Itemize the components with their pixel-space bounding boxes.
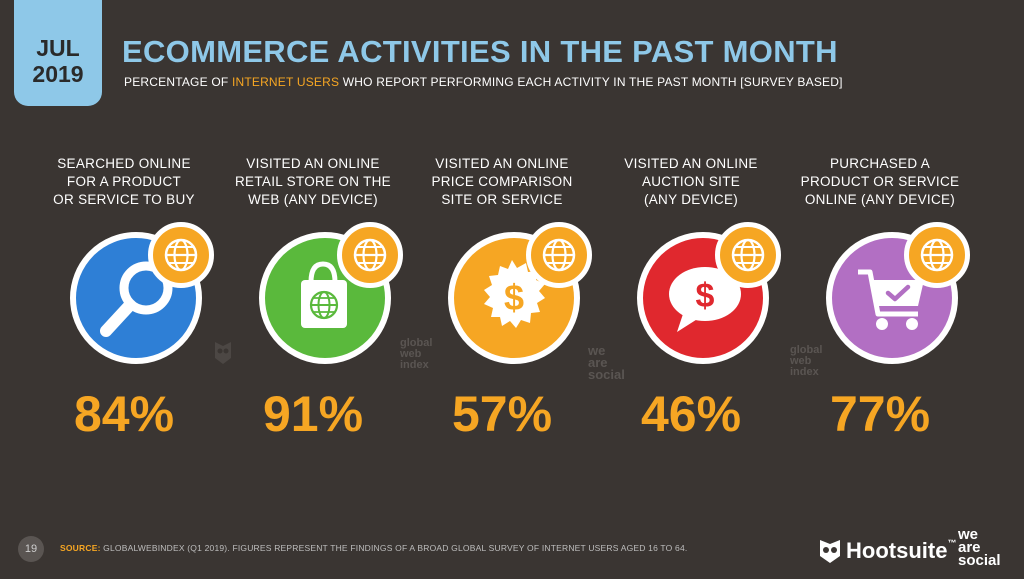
- stat-label-line: RETAIL STORE ON THE: [235, 174, 391, 189]
- subtitle-before: PERCENTAGE OF: [124, 75, 232, 89]
- watermark-line: social: [588, 367, 625, 382]
- page-number: 19: [18, 536, 44, 562]
- magnifier-icon: [100, 261, 173, 337]
- stat-label-line: FOR A PRODUCT: [66, 174, 182, 189]
- source-label: SOURCE:: [60, 543, 101, 553]
- stat-label: VISITED AN ONLINE PRICE COMPARISON SITE …: [412, 155, 592, 209]
- dollar-speech-bubble-icon: $: [669, 267, 741, 332]
- hootsuite-owl-icon: [820, 540, 840, 563]
- stat-label-line: VISITED AN ONLINE: [435, 156, 569, 171]
- globe-icon: [337, 222, 403, 288]
- source-text: GLOBALWEBINDEX (Q1 2019). FIGURES REPRES…: [100, 543, 688, 553]
- stat-circle: [70, 232, 202, 364]
- stat-label: SEARCHED ONLINE FOR A PRODUCT OR SERVICE…: [34, 155, 214, 209]
- we-are-social-logo: we are social: [958, 526, 1001, 569]
- globe-icon: [715, 222, 781, 288]
- svg-text:$: $: [696, 277, 715, 315]
- hootsuite-wordmark: Hootsuite: [846, 538, 948, 563]
- stat-label-line: VISITED AN ONLINE: [246, 156, 380, 171]
- shopping-cart-icon: [858, 269, 924, 330]
- stat-label: VISITED AN ONLINE RETAIL STORE ON THE WE…: [223, 155, 403, 209]
- watermark-line: web: [400, 348, 422, 360]
- shopping-bag-icon: [301, 261, 347, 328]
- stat-label-line: SEARCHED ONLINE: [57, 156, 191, 171]
- stat-label-line: ONLINE (ANY DEVICE): [804, 192, 956, 207]
- watermark-line: we: [588, 343, 606, 358]
- hootsuite-logo: Hootsuite™: [846, 538, 956, 564]
- stat-label-line: AUCTION SITE: [641, 174, 741, 189]
- stat-circle: $: [448, 232, 580, 364]
- watermark-line: are: [588, 355, 608, 370]
- stat-label-line: PURCHASED A: [829, 156, 931, 171]
- svg-text:$: $: [504, 277, 524, 318]
- gwi-watermark: global web index: [790, 345, 822, 378]
- logo-line: are: [958, 539, 981, 556]
- stat-value: 84%: [73, 386, 175, 442]
- watermark-line: index: [790, 366, 819, 378]
- hootsuite-owl-watermark-icon: [215, 342, 231, 364]
- stat-label-line: OR SERVICE TO BUY: [53, 192, 195, 207]
- stat-value: 77%: [829, 386, 931, 442]
- stat-label-line: (ANY DEVICE): [643, 192, 739, 207]
- badge-month: JUL: [36, 35, 80, 61]
- subtitle-after: WHO REPORT PERFORMING EACH ACTIVITY IN T…: [339, 75, 843, 89]
- stat-value: 91%: [262, 386, 364, 442]
- gwi-watermark: global web index: [400, 338, 432, 371]
- watermark-line: index: [400, 359, 429, 371]
- stat-label-line: SITE OR SERVICE: [441, 192, 563, 207]
- subtitle-highlight: INTERNET USERS: [231, 75, 340, 89]
- stat-label: VISITED AN ONLINE AUCTION SITE (ANY DEVI…: [601, 155, 781, 209]
- watermark-line: global: [790, 344, 823, 356]
- stat-label-line: VISITED AN ONLINE: [624, 156, 758, 171]
- stat-label-line: WEB (ANY DEVICE): [248, 192, 378, 207]
- globe-icon: [148, 222, 214, 288]
- stat-circle: [259, 232, 391, 364]
- watermark-line: web: [790, 355, 812, 367]
- stat-value: 46%: [640, 386, 742, 442]
- was-watermark: we are social: [588, 343, 625, 382]
- stat-label-line: PRODUCT OR SERVICE: [800, 174, 960, 189]
- date-badge: JUL 2019: [14, 0, 102, 106]
- stat-label: PURCHASED A PRODUCT OR SERVICE ONLINE (A…: [790, 155, 970, 209]
- logo-line: we: [958, 526, 979, 543]
- trademark: ™: [947, 538, 957, 548]
- globe-icon: [904, 222, 970, 288]
- dollar-badge-icon: $: [484, 260, 545, 328]
- page-title: ECOMMERCE ACTIVITIES IN THE PAST MONTH: [122, 34, 838, 69]
- stat-value: 57%: [451, 386, 553, 442]
- page-subtitle: PERCENTAGE OF INTERNET USERS WHO REPORT …: [124, 75, 843, 89]
- badge-year: 2019: [32, 61, 84, 87]
- globe-icon: [526, 222, 592, 288]
- logo-line: social: [958, 552, 1001, 569]
- source-note: SOURCE: GLOBALWEBINDEX (Q1 2019). FIGURE…: [60, 543, 687, 553]
- watermark-line: global: [400, 337, 433, 349]
- stat-label-line: PRICE COMPARISON: [431, 174, 573, 189]
